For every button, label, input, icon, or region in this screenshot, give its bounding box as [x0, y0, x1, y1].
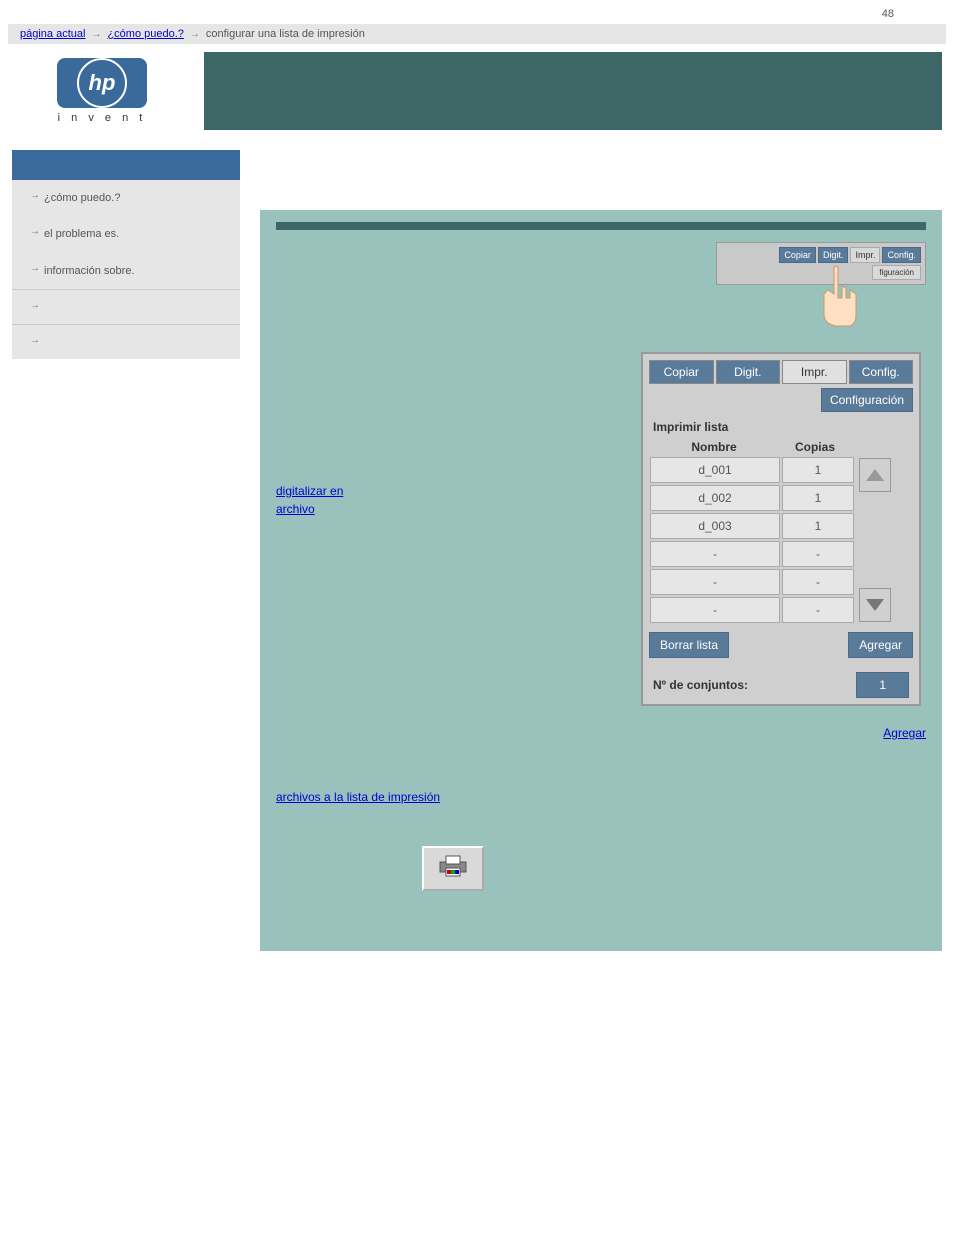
link-digitalizar[interactable]: digitalizar en — [276, 484, 343, 498]
hp-logo: hp — [57, 58, 147, 108]
sets-label: Nº de conjuntos: — [653, 678, 748, 692]
breadcrumb: página actual → ¿cómo puedo.? → configur… — [8, 24, 946, 44]
sidebar-item[interactable]: → información sobre. — [12, 253, 240, 289]
cell-name: d_001 — [650, 457, 780, 483]
sidebar-list: → ¿cómo puedo.? → el problema es. → info… — [12, 180, 240, 359]
chevron-up-icon — [866, 469, 884, 481]
link-archivo[interactable]: archivo — [276, 502, 315, 516]
sidebar-item-label: ¿cómo puedo.? — [44, 191, 120, 206]
sidebar-item-label: información sobre. — [44, 264, 135, 279]
cell-copies: 1 — [782, 513, 854, 539]
sidebar-header — [12, 150, 240, 180]
print-list-table: d_001 1 d_002 1 d_003 1 — [649, 456, 855, 624]
print-button[interactable] — [422, 846, 484, 891]
page-number: 48 — [0, 0, 954, 24]
table-row[interactable]: - - — [649, 540, 855, 568]
title-bar — [204, 52, 942, 130]
cell-copies: - — [782, 569, 854, 595]
breadcrumb-link-1[interactable]: página actual — [20, 28, 85, 40]
scroll-down-button[interactable] — [859, 588, 891, 622]
table-row[interactable]: d_002 1 — [649, 484, 855, 512]
arrow-icon: → — [30, 226, 40, 237]
sidebar-item[interactable]: → ¿cómo puedo.? — [12, 180, 240, 216]
content-panel: digitalizar en archivo archivos a la lis… — [260, 210, 942, 951]
tab-digit[interactable]: Digit. — [716, 360, 781, 384]
sidebar-item[interactable]: → — [12, 289, 240, 324]
sidebar-item-label: el problema es. — [44, 227, 119, 242]
mini-tab-digit: Digit. — [818, 247, 849, 263]
sidebar-item[interactable]: → — [12, 324, 240, 359]
arrow-icon: → — [30, 263, 40, 274]
cell-copies: - — [782, 541, 854, 567]
breadcrumb-arrow-icon: → — [190, 29, 200, 40]
sidebar: → ¿cómo puedo.? → el problema es. → info… — [12, 150, 240, 359]
breadcrumb-link-2[interactable]: ¿cómo puedo.? — [107, 28, 183, 40]
chevron-down-icon — [866, 599, 884, 611]
tab-copiar[interactable]: Copiar — [649, 360, 714, 384]
arrow-icon: → — [30, 300, 40, 311]
mini-tab-copiar: Copiar — [779, 247, 816, 263]
mini-tab-impr: Impr. — [850, 247, 880, 263]
printer-icon — [438, 854, 468, 878]
sidebar-item[interactable]: → el problema es. — [12, 216, 240, 252]
tab-config[interactable]: Config. — [849, 360, 914, 384]
mini-tab-config: Config. — [882, 247, 921, 263]
breadcrumb-current: configurar una lista de impresión — [206, 28, 365, 40]
arrow-icon: → — [30, 190, 40, 201]
section-label: Imprimir lista — [649, 412, 913, 438]
sets-value[interactable]: 1 — [856, 672, 909, 698]
cell-name: - — [650, 597, 780, 623]
main-content: digitalizar en archivo archivos a la lis… — [260, 150, 942, 951]
add-button[interactable]: Agregar — [848, 632, 913, 658]
configuration-button[interactable]: Configuración — [821, 388, 913, 412]
print-dialog: Copiar Digit. Impr. Config. Configuració… — [641, 352, 921, 706]
table-row[interactable]: d_003 1 — [649, 512, 855, 540]
link-agregar[interactable]: archivos a la lista de impresión — [276, 790, 440, 804]
table-row[interactable]: - - — [649, 596, 855, 624]
tab-impr[interactable]: Impr. — [782, 360, 847, 384]
hp-logo-text: hp — [77, 58, 127, 108]
column-header-name: Nombre — [649, 438, 779, 456]
mini-sub-label: figuración — [872, 265, 921, 280]
table-row[interactable]: d_001 1 — [649, 456, 855, 484]
column-header-copies: Copias — [779, 438, 851, 456]
cell-name: d_002 — [650, 485, 780, 511]
header: hp i n v e n t — [12, 52, 942, 130]
breadcrumb-arrow-icon: → — [91, 29, 101, 40]
cell-copies: 1 — [782, 485, 854, 511]
clear-list-button[interactable]: Borrar lista — [649, 632, 729, 658]
table-row[interactable]: - - — [649, 568, 855, 596]
screenshot-column: Copiar Digit. Impr. Config. figuración — [641, 242, 926, 891]
cell-name: d_003 — [650, 513, 780, 539]
panel-header-strip — [276, 222, 926, 230]
cell-copies: - — [782, 597, 854, 623]
scroll-up-button[interactable] — [859, 458, 891, 492]
cell-copies: 1 — [782, 457, 854, 483]
text-column: digitalizar en archivo archivos a la lis… — [276, 242, 629, 891]
arrow-icon: → — [30, 335, 40, 346]
hand-pointer-icon — [806, 264, 866, 347]
link-agregar-right[interactable]: Agregar — [883, 726, 926, 740]
cell-name: - — [650, 541, 780, 567]
logo-box: hp i n v e n t — [12, 52, 192, 130]
cell-name: - — [650, 569, 780, 595]
hp-tagline: i n v e n t — [12, 112, 192, 124]
mini-tabs-illustration: Copiar Digit. Impr. Config. figuración — [641, 242, 926, 352]
